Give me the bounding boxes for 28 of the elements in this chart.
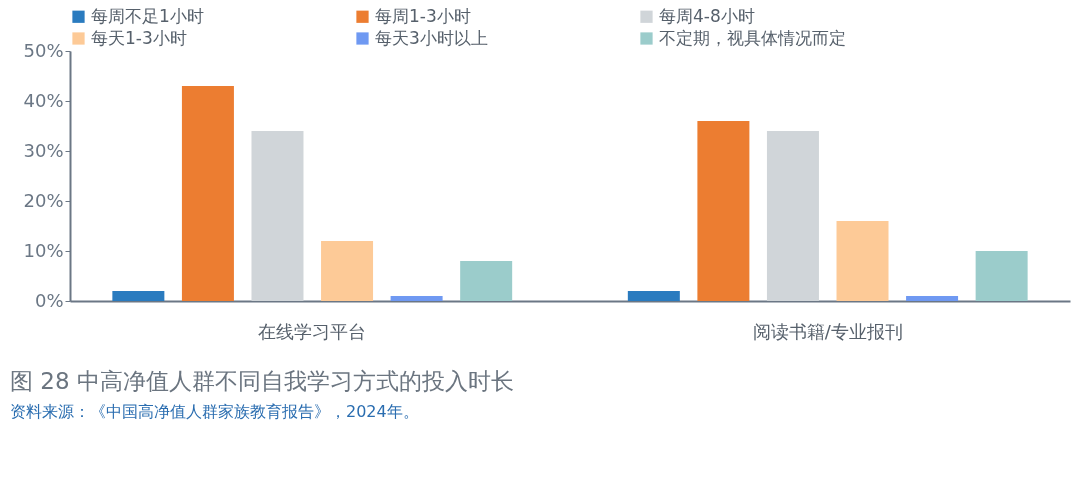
bar [251,131,304,301]
y-tick-label: 40% [23,89,64,111]
bar [112,291,165,301]
text: 资料来源：《中国高净值人群家族教育报告》，2024年。 [10,402,419,421]
bar [697,121,750,301]
y-tick-label: 50% [23,39,64,61]
y-tick-label: 30% [23,139,64,161]
bar [975,251,1028,301]
x-tick-label: 在线学习平台 [258,320,367,342]
legend-label: 每周不足1小时 [91,5,204,26]
bar [321,241,374,301]
text: 图 28 中高净值人群不同自我学习方式的投入时长 [10,368,514,394]
bar [766,131,819,301]
y-tick-label: 10% [23,239,64,261]
legend-label: 每周4-8小时 [659,5,755,26]
bar [627,291,680,301]
y-tick-label: 0% [34,289,64,311]
legend-label: 每周1-3小时 [375,5,471,26]
bar [906,296,959,301]
bar [836,221,889,301]
bar [460,261,513,301]
x-tick-label: 阅读书籍/专业报刊 [752,320,903,342]
legend-label: 每天1-3小时 [91,27,187,48]
legend-label: 不定期，视具体情况而定 [659,27,846,48]
bar [390,296,443,301]
bar [181,86,234,301]
legend-label: 每天3小时以上 [375,27,488,48]
y-tick-label: 20% [23,189,64,211]
